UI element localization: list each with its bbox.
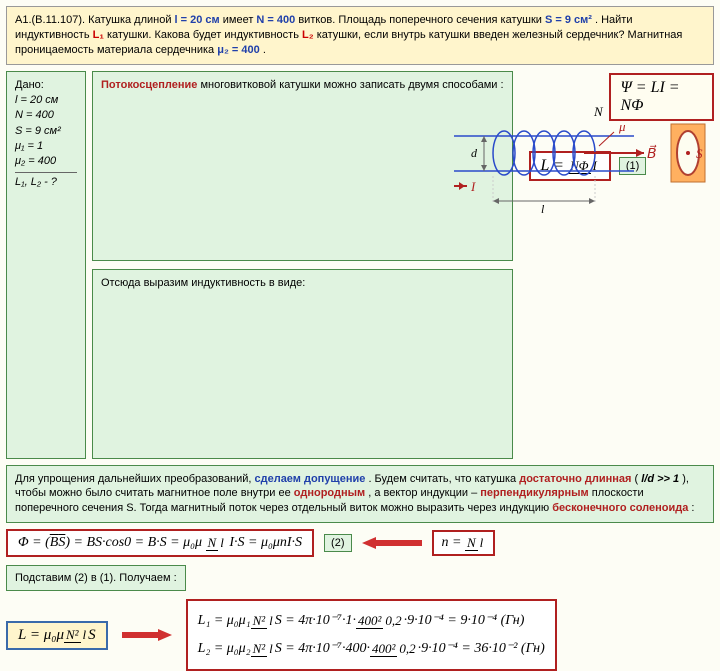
label-mu: μ: [618, 119, 626, 134]
text: .: [263, 44, 266, 56]
param-n: N = 400: [256, 14, 295, 26]
param-mu: μ₂ = 400: [217, 44, 260, 56]
t: однородным: [294, 487, 365, 499]
red-arrow-icon: [362, 535, 422, 551]
given-s: S = 9 см²: [15, 124, 77, 139]
given-n: N = 400: [15, 108, 77, 123]
problem-statement: А1.(В.11.107). Катушка длиной l = 20 см …: [6, 6, 714, 65]
text: Отсюда выразим индуктивность в виде:: [101, 277, 305, 289]
label-d: d: [471, 146, 478, 160]
param-L2: L₂: [302, 29, 314, 41]
red-arrow-icon: [122, 627, 172, 643]
given-mu1: μ₁ = 1: [15, 139, 77, 154]
label-S: S: [696, 146, 703, 161]
num: N: [465, 535, 478, 551]
t: перпендикулярным: [480, 487, 588, 499]
text: витков. Площадь поперечного сечения кату…: [298, 14, 545, 26]
label-l: l: [541, 202, 545, 216]
given-title: Дано:: [15, 78, 77, 93]
t: L = μ₀μ: [18, 627, 64, 643]
diagram-area: Ψ = LI = NΦ L = NΦI (1) B⃗: [519, 71, 714, 459]
t: S: [88, 627, 96, 643]
den: l: [478, 535, 486, 550]
step-box: Подставим (2) в (1). Получаем :: [6, 565, 186, 591]
label-2: (2): [324, 534, 351, 552]
t: l/d >> 1: [641, 473, 679, 485]
den: l: [81, 627, 89, 642]
final-row: L = μ₀μN²lS L₁ = μ₀μ₁N²lS = 4π·10⁻⁷·1·40…: [6, 599, 714, 671]
param-s: S = 9 см²: [545, 14, 592, 26]
t: Для упрощения дальнейших преобразований,: [15, 473, 254, 485]
t: достаточно длинная: [519, 473, 631, 485]
text: А1.(В.11.107). Катушка длиной: [15, 14, 175, 26]
label-I: I: [470, 179, 476, 194]
phi-row: Φ = (BS) = BS·cos0 = B·S = μ₀μ Nl I·S = …: [6, 529, 714, 557]
coil-diagram: B⃗ d l I N μ S: [449, 106, 709, 216]
t: сделаем допущение: [254, 473, 365, 485]
given-l: l = 20 см: [15, 93, 77, 108]
term: Потокосцепление: [101, 79, 197, 91]
given-box: Дано: l = 20 см N = 400 S = 9 см² μ₁ = 1…: [6, 71, 86, 459]
solution-text-2: Отсюда выразим индуктивность в виде:: [92, 269, 513, 459]
label-B: B⃗: [647, 144, 657, 162]
text: катушки. Какова будет индуктивность: [107, 29, 302, 41]
t: :: [691, 502, 694, 514]
t: бесконечного соленоида: [552, 502, 688, 514]
t: . Будем считать, что катушка: [368, 473, 519, 485]
num: N²: [64, 627, 81, 643]
label-N: N: [593, 106, 604, 119]
text: многовитковой катушки можно записать дву…: [200, 79, 503, 91]
formula-n: n = Nl: [432, 530, 496, 556]
formula-phi: Φ = (BS) = BS·cos0 = B·S = μ₀μ Nl I·S = …: [6, 529, 314, 557]
t: n =: [442, 535, 465, 550]
text: имеет: [223, 14, 257, 26]
formula-final-L: L = μ₀μN²lS: [6, 621, 108, 650]
given-mu2: μ₂ = 400: [15, 154, 77, 169]
param-L1: L₁: [93, 29, 104, 41]
formula-calculations: L₁ = μ₀μ₁N²lS = 4π·10⁻⁷·1·400²0,2·9·10⁻⁴…: [186, 599, 557, 671]
explanation-box: Для упрощения дальнейших преобразований,…: [6, 465, 714, 524]
param-l: l = 20 см: [175, 14, 220, 26]
t: (: [635, 473, 639, 485]
t: , а вектор индукции –: [368, 487, 480, 499]
given-find: L₁, L₂ - ?: [15, 172, 77, 190]
row-given-diagram: Дано: l = 20 см N = 400 S = 9 см² μ₁ = 1…: [6, 71, 714, 459]
